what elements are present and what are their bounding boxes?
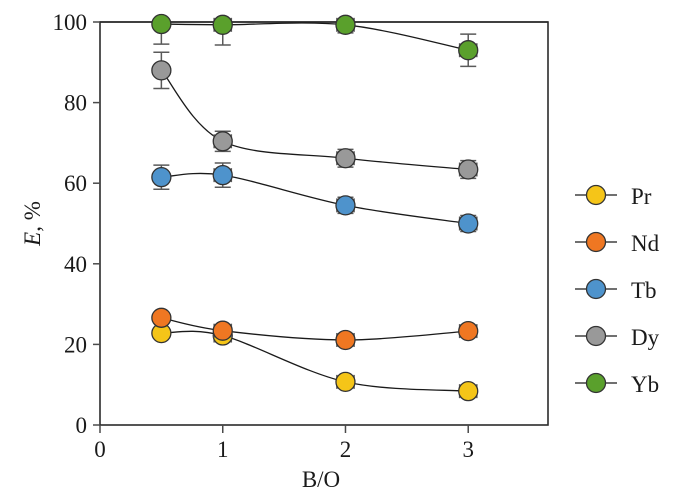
axes bbox=[99, 21, 549, 426]
data-series bbox=[151, 13, 479, 402]
data-point-dy bbox=[335, 148, 356, 169]
data-point-yb bbox=[335, 14, 356, 35]
data-point-tb bbox=[151, 167, 172, 188]
legend-item-nd[interactable]: Nd bbox=[575, 231, 660, 256]
axis-labels: B/O E, % bbox=[20, 201, 340, 492]
legend-label-tb: Tb bbox=[631, 278, 657, 303]
series-line bbox=[161, 172, 469, 225]
series-dy bbox=[151, 51, 479, 180]
y-tick-label: 20 bbox=[64, 332, 87, 357]
legend-item-pr[interactable]: Pr bbox=[575, 184, 652, 209]
data-point-dy bbox=[212, 131, 233, 152]
data-point-pr bbox=[458, 380, 479, 402]
legend-label-nd: Nd bbox=[631, 231, 660, 256]
data-point-yb bbox=[458, 40, 479, 61]
legend-label-yb: Yb bbox=[631, 372, 659, 397]
legend-label-dy: Dy bbox=[631, 325, 660, 350]
x-tick-label: 2 bbox=[340, 437, 352, 462]
y-axis-title: E, % bbox=[20, 201, 45, 247]
series-line bbox=[161, 22, 469, 51]
series-line bbox=[160, 69, 469, 171]
legend-marker-nd bbox=[585, 231, 607, 253]
legend: Pr Nd Tb Dy Yb bbox=[575, 184, 660, 397]
series-tb bbox=[151, 162, 479, 234]
data-point-dy bbox=[458, 159, 479, 180]
data-point-yb bbox=[212, 14, 233, 35]
data-point-nd bbox=[212, 320, 233, 341]
plot-frame bbox=[99, 21, 549, 426]
y-tick-label: 80 bbox=[64, 91, 87, 116]
data-point-yb bbox=[151, 13, 172, 35]
y-tick-label: 60 bbox=[64, 171, 87, 196]
x-axis-title: B/O bbox=[302, 467, 340, 492]
legend-marker-yb bbox=[585, 372, 607, 394]
svg-text:E, %: E, % bbox=[20, 201, 45, 247]
data-point-tb bbox=[335, 195, 356, 216]
data-point-pr bbox=[335, 371, 356, 393]
data-point-dy bbox=[151, 60, 172, 81]
data-point-nd bbox=[335, 329, 356, 351]
x-tick-label: 0 bbox=[94, 437, 106, 462]
legend-label-pr: Pr bbox=[631, 184, 652, 209]
series-line bbox=[161, 330, 469, 392]
legend-marker-pr bbox=[585, 184, 607, 206]
y-tick-label: 0 bbox=[76, 413, 88, 438]
series-yb bbox=[151, 13, 479, 68]
series-line bbox=[161, 317, 469, 341]
data-point-tb bbox=[212, 164, 233, 186]
x-tick-label: 1 bbox=[217, 437, 229, 462]
data-point-nd bbox=[151, 307, 172, 328]
legend-item-yb[interactable]: Yb bbox=[575, 372, 659, 397]
data-point-nd bbox=[458, 320, 479, 342]
y-tick-label: 40 bbox=[64, 252, 87, 277]
x-tick-label: 3 bbox=[462, 437, 474, 462]
legend-marker-tb bbox=[585, 278, 607, 300]
legend-item-tb[interactable]: Tb bbox=[575, 278, 657, 303]
series-nd bbox=[151, 307, 479, 351]
data-point-tb bbox=[458, 213, 479, 234]
axis-ticks: 0 20 40 60 80 100 0 1 2 3 bbox=[53, 10, 474, 462]
legend-marker-dy bbox=[585, 325, 607, 347]
y-tick-label: 100 bbox=[53, 10, 88, 35]
legend-item-dy[interactable]: Dy bbox=[575, 325, 660, 350]
